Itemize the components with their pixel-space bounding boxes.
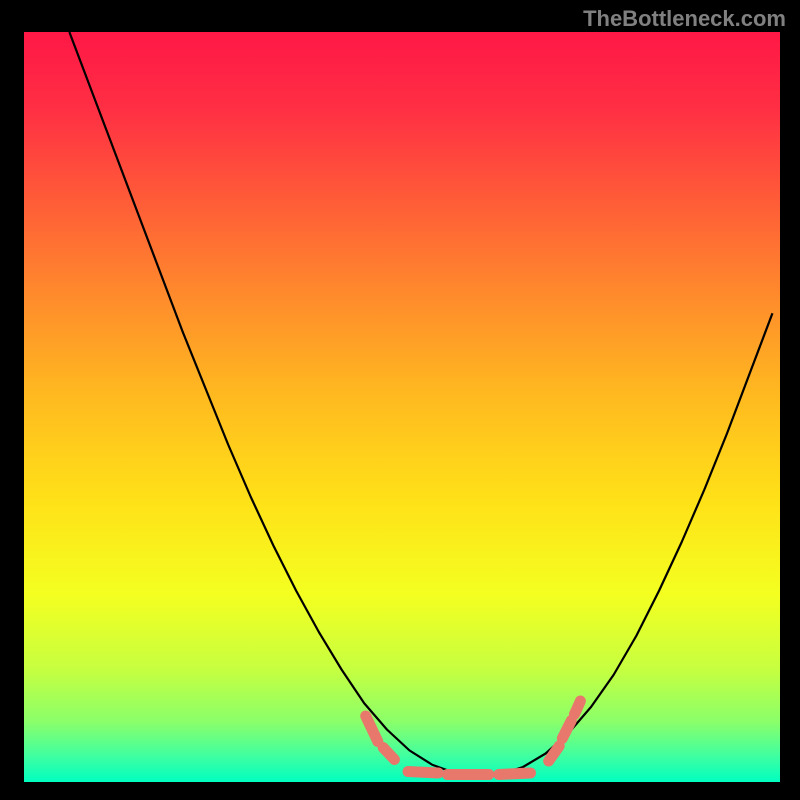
- chart-gradient-background: [24, 32, 780, 782]
- bottleneck-chart: [0, 0, 800, 800]
- watermark-text: TheBottleneck.com: [583, 6, 786, 32]
- optimal-range-segment: [408, 772, 438, 774]
- optimal-range-segment: [499, 773, 531, 775]
- optimal-range-segment: [574, 701, 580, 715]
